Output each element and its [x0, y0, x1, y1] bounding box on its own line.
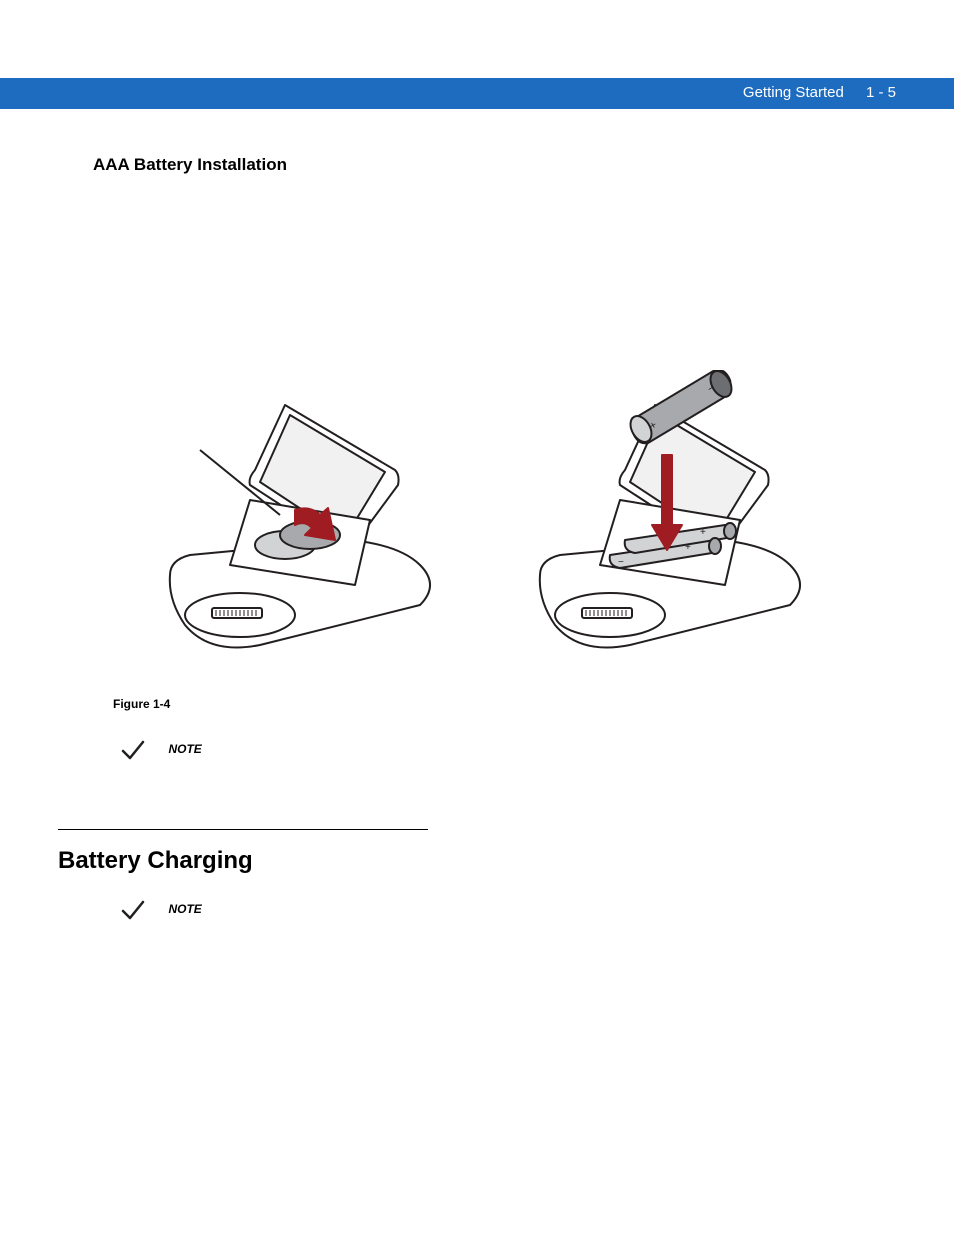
svg-text:+: + — [685, 542, 691, 553]
svg-text:−: − — [618, 557, 624, 568]
note-label: NOTE — [168, 742, 201, 756]
header-text: Getting Started 1 - 5 — [743, 84, 896, 101]
figure-right-insert-battery: + − — [510, 370, 840, 650]
svg-text:+: + — [700, 527, 706, 538]
figure-caption: Figure 1-4 — [113, 697, 170, 711]
figure-left-device-open — [140, 390, 470, 670]
note-block-1: NOTE — [120, 737, 202, 768]
chapter-name: Getting Started — [743, 84, 844, 101]
section-divider — [58, 829, 428, 830]
header-bar: Getting Started 1 - 5 — [0, 78, 954, 109]
page-number: 1 - 5 — [866, 84, 896, 101]
section-heading-battery-charging: Battery Charging — [58, 847, 253, 875]
note-block-2: NOTE — [120, 897, 202, 928]
checkmark-icon — [120, 897, 146, 928]
checkmark-icon — [120, 737, 146, 768]
figure-group: + − — [140, 370, 860, 660]
subheading-battery-install: AAA Battery Installation — [93, 155, 287, 175]
note-label: NOTE — [168, 902, 201, 916]
